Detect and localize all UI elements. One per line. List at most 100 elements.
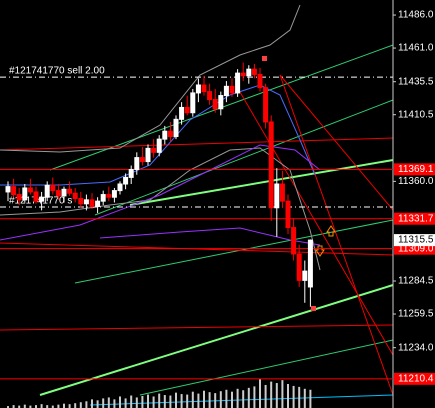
volume-bar: [74, 403, 77, 408]
candle-body: [201, 84, 207, 93]
level-label: 11210.4: [398, 373, 434, 384]
fan-line: [279, 74, 394, 396]
trend-line: [129, 159, 394, 206]
volume-bar: [191, 391, 194, 408]
trend-line: [89, 394, 394, 406]
candle-body: [190, 92, 196, 114]
candle-body: [117, 183, 123, 192]
volume-bar: [113, 399, 116, 408]
candle-body: [55, 190, 61, 197]
level-label-box: [394, 372, 435, 385]
y-tick-label: 11284.5: [398, 276, 434, 287]
candle-body: [218, 95, 224, 110]
trend-line: [139, 339, 394, 396]
volume-bar: [287, 384, 289, 408]
candle-body: [145, 147, 151, 163]
volume-bar: [275, 383, 278, 408]
candle-body: [179, 106, 185, 120]
candle-body: [128, 168, 134, 178]
price-box: [394, 234, 435, 247]
candle-body: [44, 184, 50, 198]
trend-line: [94, 99, 394, 216]
volume-bar: [264, 384, 267, 408]
arrow-icon: [315, 245, 325, 257]
bollinger-upper: [0, 4, 301, 153]
volume-bar: [281, 380, 284, 408]
volume-bar: [242, 390, 245, 408]
volume-bar: [186, 394, 189, 408]
candle-body: [50, 184, 56, 192]
price-label: 11315.5: [398, 235, 434, 246]
trend-line: [0, 137, 394, 151]
candle-body: [212, 99, 218, 110]
volume-bar: [259, 379, 261, 408]
volume-bar: [35, 405, 37, 408]
y-tick-label: 11435.5: [398, 76, 434, 87]
level-label-box: [394, 163, 435, 176]
candle-body: [263, 87, 269, 123]
bollinger-lower: [0, 147, 321, 271]
candle-body: [123, 176, 129, 185]
volume-bar: [197, 393, 200, 408]
volume-bar: [46, 405, 49, 408]
candle-body: [95, 200, 101, 207]
level-label: 11369.1: [398, 164, 434, 175]
volume-bar: [91, 399, 93, 408]
volume-bar: [270, 381, 273, 408]
volume-bar: [85, 401, 88, 408]
moving-average: [0, 144, 321, 241]
volume-bar: [214, 393, 217, 408]
candle-body: [33, 191, 39, 202]
volume-bar: [175, 392, 177, 408]
candle-body: [5, 186, 11, 193]
volume-bar: [141, 396, 144, 408]
candle-body: [307, 239, 313, 288]
candle-body: [83, 199, 89, 205]
candle-body: [268, 121, 274, 209]
candle-body: [27, 187, 33, 193]
candle-body: [39, 196, 45, 202]
candle-body: [72, 192, 78, 200]
marker: [262, 56, 267, 61]
volume-bar: [292, 385, 295, 408]
volume-bar: [68, 404, 71, 408]
fan-line: [239, 91, 394, 356]
order-label: #121741770 sell 2.00: [9, 66, 105, 77]
drawings: [0, 4, 394, 406]
candle-body: [156, 138, 162, 153]
volume-bar: [135, 397, 138, 408]
volume-bar: [102, 398, 105, 408]
candle-body: [173, 118, 179, 137]
volume-bar: [63, 403, 65, 408]
candle-body: [106, 194, 112, 198]
candle-body: [139, 157, 145, 163]
volume-bar: [236, 388, 239, 408]
level-label: 11309.0: [398, 243, 434, 254]
candle-body: [223, 85, 229, 97]
y-tick-label: 11360.0: [398, 176, 434, 187]
volume-bar: [130, 395, 133, 408]
candle-body: [61, 188, 67, 197]
y-tick-label: 11461.0: [398, 43, 434, 54]
volume-bar: [225, 389, 228, 408]
candle-body: [162, 130, 168, 140]
volume-bar: [18, 405, 21, 408]
volume-bar: [219, 391, 222, 408]
volume-bar: [107, 397, 110, 408]
volume-bar: [23, 404, 26, 408]
y-tick-label: 11486.0: [398, 10, 434, 21]
y-tick-label: 11259.5: [398, 309, 434, 320]
candle-body: [195, 84, 201, 94]
volume-bar: [309, 389, 312, 408]
volume-bar: [208, 392, 211, 408]
volume-bar: [163, 395, 166, 408]
candle-body: [235, 72, 241, 94]
y-tick-label: 11410.5: [398, 109, 434, 120]
candle-body: [167, 130, 173, 137]
candle-body: [22, 187, 28, 201]
candle-body: [291, 227, 297, 255]
trend-line: [39, 284, 394, 396]
candle-body: [111, 190, 117, 198]
